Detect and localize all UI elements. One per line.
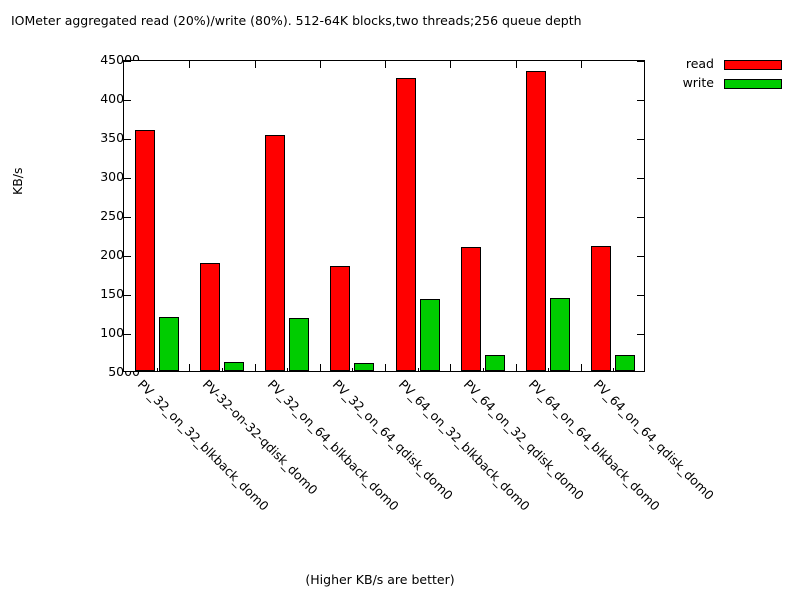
bar-read-7: [591, 246, 612, 371]
x-tick-1: [254, 61, 256, 68]
x-tick-label-2: PV_32_on_64_blkback_dom0: [264, 376, 402, 514]
x-tick-5: [515, 61, 517, 68]
y-tick-20000: [124, 256, 131, 257]
bar-write-0: [158, 317, 179, 371]
bar-write-3: [354, 363, 375, 371]
x-tick-3: [385, 61, 386, 68]
y-tick-right-15000: [637, 295, 644, 296]
bar-write-4: [419, 299, 440, 371]
y-tick-35000: [124, 139, 131, 140]
bar-write-5: [484, 355, 505, 371]
legend-entry-write: write: [668, 74, 793, 93]
x-tick-5: [515, 364, 517, 371]
x-tick-label-1: PV-32-on-32-qdisk_dom0: [199, 376, 321, 498]
bar-write-2: [289, 317, 310, 371]
x-tick-label-5: PV_64_on_32_qdisk_dom0: [460, 376, 587, 503]
y-tick-30000: [124, 178, 131, 179]
x-tick-2: [319, 364, 321, 371]
bar-write-7: [615, 355, 636, 371]
bar-write-6: [550, 297, 571, 371]
plot-area: [123, 60, 645, 372]
chart-legend: read write: [668, 55, 793, 93]
legend-swatch-write: [724, 78, 782, 89]
x-tick-3: [385, 364, 386, 371]
bar-read-1: [199, 262, 220, 371]
legend-entry-read: read: [668, 55, 793, 74]
bar-write-1: [223, 362, 244, 371]
y-tick-right-45000: [637, 61, 644, 62]
legend-label-write: write: [682, 75, 714, 91]
bar-read-0: [134, 129, 155, 371]
x-tick-6: [580, 61, 582, 68]
x-tick-6: [580, 364, 582, 371]
y-tick-40000: [124, 100, 131, 101]
y-tick-right-10000: [637, 334, 644, 335]
y-tick-15000: [124, 295, 131, 296]
legend-label-read: read: [685, 56, 714, 72]
x-tick-center-5: [482, 368, 484, 371]
bar-read-3: [330, 266, 351, 371]
x-axis-caption: (Higher KB/s are better): [305, 572, 455, 587]
x-tick-0: [189, 364, 191, 371]
x-tick-label-0: PV_32_on_32_blkback_dom0: [134, 376, 272, 514]
y-tick-25000: [124, 217, 131, 218]
x-tick-0: [189, 61, 191, 68]
x-tick-label-7: PV_64_on_64_qdisk_dom0: [591, 376, 718, 503]
x-tick-center-2: [287, 368, 289, 371]
y-tick-right-35000: [637, 139, 644, 140]
y-tick-45000: [124, 61, 131, 62]
x-tick-label-4: PV_64_on_32_blkback_dom0: [395, 376, 533, 514]
x-tick-center-7: [613, 368, 615, 371]
y-tick-10000: [124, 334, 131, 335]
x-tick-center-4: [417, 368, 419, 371]
x-tick-label-6: PV_64_on_64_blkback_dom0: [525, 376, 663, 514]
y-axis-title: KB/s: [10, 167, 25, 196]
bar-read-5: [460, 246, 481, 371]
x-tick-label-3: PV_32_on_64_qdisk_dom0: [330, 376, 457, 503]
x-tick-center-3: [352, 368, 354, 371]
legend-swatch-read: [724, 59, 782, 70]
y-axis-ticks: [124, 61, 644, 371]
bars-layer: [124, 61, 644, 371]
x-tick-1: [254, 364, 256, 371]
x-tick-center-0: [156, 368, 158, 371]
bar-read-2: [265, 134, 286, 371]
y-tick-right-40000: [637, 100, 644, 101]
y-tick-right-20000: [637, 256, 644, 257]
x-tick-4: [450, 364, 452, 371]
y-tick-right-30000: [637, 178, 644, 179]
chart-title: IOMeter aggregated read (20%)/write (80%…: [11, 13, 582, 28]
bar-read-4: [395, 77, 416, 371]
x-tick-2: [319, 61, 321, 68]
x-tick-4: [450, 61, 452, 68]
bar-read-6: [526, 70, 547, 371]
x-tick-center-6: [548, 368, 550, 371]
x-tick-center-1: [221, 368, 223, 371]
y-tick-right-25000: [637, 217, 644, 218]
